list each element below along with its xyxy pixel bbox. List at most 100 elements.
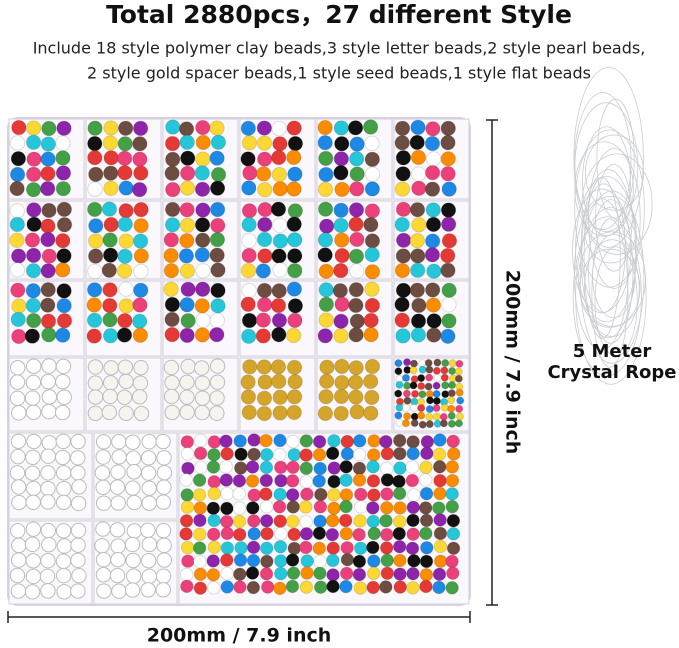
bead	[26, 216, 42, 233]
bead	[392, 474, 406, 489]
bead	[179, 180, 196, 196]
bead	[117, 120, 134, 136]
bead	[409, 366, 418, 375]
bead	[394, 181, 411, 197]
bead	[88, 166, 104, 183]
bead	[271, 312, 288, 329]
bead	[379, 580, 393, 594]
bead	[366, 580, 380, 595]
bead	[9, 216, 26, 233]
bead	[339, 473, 353, 488]
bead	[232, 527, 247, 542]
bead	[406, 566, 420, 581]
bead	[41, 403, 57, 420]
bead	[9, 374, 26, 390]
bead	[255, 166, 272, 182]
bead	[419, 568, 434, 582]
bead	[256, 296, 273, 313]
bead	[455, 412, 465, 421]
bead	[447, 381, 457, 390]
bead	[455, 404, 464, 413]
bead	[234, 541, 248, 555]
bead	[132, 375, 149, 391]
rope-loop	[584, 134, 644, 211]
subtitle-line: 2 style gold spacer beads,1 style seed b…	[87, 64, 591, 83]
bead	[392, 526, 407, 541]
rope-loop	[574, 92, 632, 231]
bead	[220, 486, 234, 501]
bead	[312, 526, 327, 541]
bead	[313, 566, 327, 581]
bead	[317, 181, 334, 198]
bead	[447, 419, 456, 428]
bead	[25, 553, 41, 569]
rope-label: Crystal Rope	[547, 362, 676, 383]
bead	[111, 449, 127, 465]
bead	[209, 180, 226, 196]
bead	[366, 566, 381, 581]
bead	[117, 165, 133, 181]
bead	[117, 136, 133, 152]
bead	[286, 359, 303, 376]
bead	[125, 450, 142, 466]
bead	[348, 297, 364, 314]
bead	[393, 501, 407, 515]
title: Total 2880pcs，27 different Style	[106, 0, 572, 29]
bead	[333, 217, 349, 234]
bead	[406, 435, 420, 449]
bead	[420, 434, 435, 449]
bead	[206, 567, 221, 582]
bead	[403, 396, 412, 405]
bead	[332, 282, 348, 299]
bead	[55, 262, 71, 278]
bead	[364, 233, 381, 249]
bead	[410, 418, 419, 428]
bead	[247, 527, 261, 541]
bead	[155, 582, 171, 598]
bead	[379, 514, 393, 528]
bead	[270, 201, 287, 217]
bead	[164, 201, 181, 218]
bead	[178, 248, 195, 264]
bead	[111, 583, 127, 599]
bead	[56, 538, 73, 554]
bead	[71, 567, 87, 584]
bead	[380, 566, 395, 581]
bead	[393, 461, 407, 475]
bead	[273, 460, 288, 475]
bead	[287, 203, 304, 219]
bead	[362, 373, 379, 390]
bead	[193, 554, 207, 569]
bead	[40, 583, 56, 599]
bead	[55, 135, 71, 151]
bead	[411, 297, 427, 314]
bead	[24, 536, 41, 553]
bead	[352, 527, 366, 542]
bead	[179, 567, 194, 582]
bead	[271, 248, 287, 264]
bead	[25, 134, 42, 151]
bead	[179, 514, 194, 528]
bead	[285, 514, 300, 529]
bead	[10, 583, 27, 599]
bead	[247, 447, 261, 462]
bead	[109, 567, 126, 584]
bead	[446, 434, 460, 449]
bead	[110, 495, 126, 511]
bead	[247, 488, 261, 502]
bead	[220, 526, 235, 541]
bead	[245, 474, 260, 488]
bead	[240, 120, 257, 137]
bead	[318, 282, 334, 298]
bead	[353, 541, 368, 556]
rope-loop	[574, 141, 634, 237]
bead	[25, 358, 42, 374]
bead	[363, 326, 379, 343]
bead	[233, 567, 247, 582]
bead	[124, 536, 141, 553]
bead	[210, 282, 226, 299]
bead	[240, 296, 256, 312]
bead	[326, 568, 340, 582]
bead	[88, 233, 104, 249]
bead	[272, 405, 288, 421]
